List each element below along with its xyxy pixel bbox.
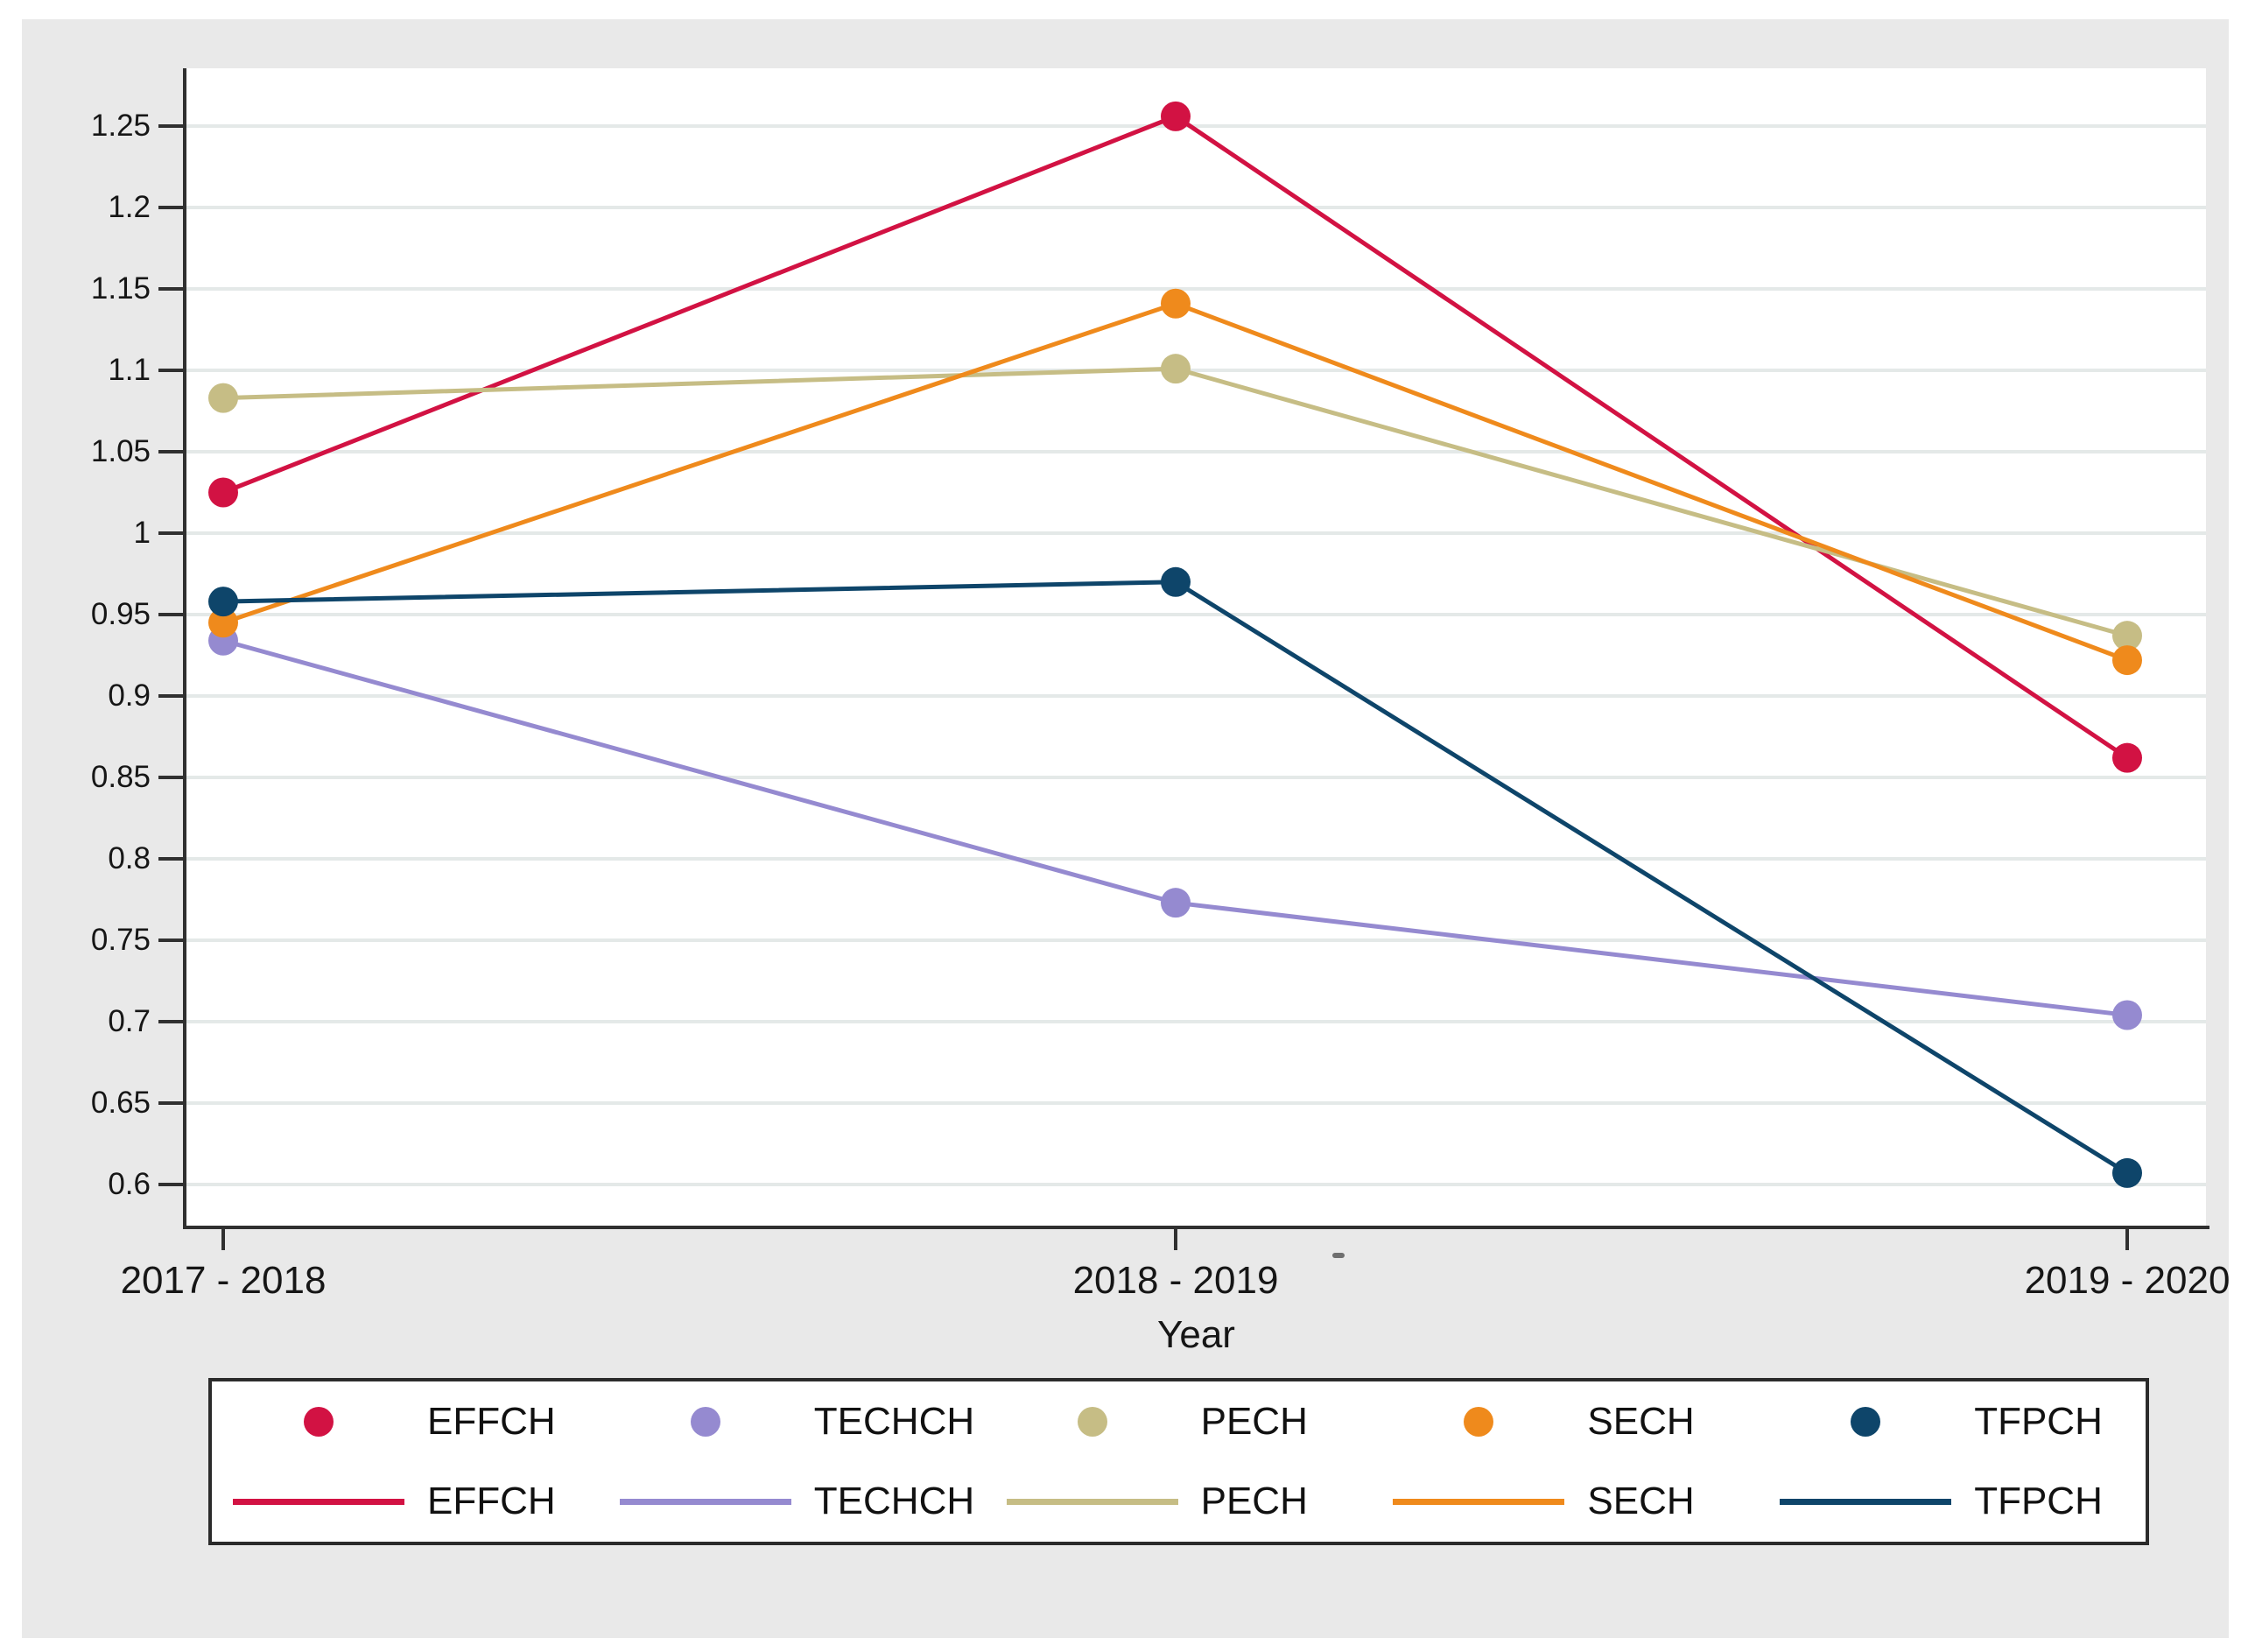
plot-area	[186, 68, 2206, 1226]
legend-line-icon	[1006, 1498, 1178, 1505]
x-tick-label: 2017 - 2018	[120, 1259, 327, 1302]
legend-line-zone	[1780, 1498, 1952, 1505]
y-tick-label: 1.05	[90, 434, 151, 468]
y-tick-label: 1	[133, 515, 151, 550]
data-point-tfpch	[1161, 566, 1191, 597]
y-tick	[158, 124, 183, 129]
y-tick-label: 0.95	[90, 596, 151, 631]
y-tick-label: 1.25	[90, 109, 151, 144]
data-point-tfpch	[208, 587, 238, 617]
legend-line-zone	[233, 1498, 404, 1505]
legend-line-icon	[619, 1498, 791, 1505]
legend-item-line-pech: PECH	[986, 1480, 1373, 1523]
legend-marker-zone	[233, 1406, 404, 1437]
legend-marker-zone	[620, 1406, 791, 1437]
x-axis-title: Year	[1157, 1313, 1235, 1356]
legend-marker-icon	[1851, 1406, 1881, 1437]
legend-item-marker-effch: EFFCH	[212, 1400, 599, 1444]
data-point-techch	[2112, 1000, 2142, 1030]
x-axis-line	[183, 1226, 2209, 1229]
legend-label: PECH	[1200, 1399, 1308, 1443]
legend-label: EFFCH	[427, 1480, 556, 1523]
legend-line-zone	[619, 1498, 791, 1505]
data-point-effch	[1161, 101, 1191, 131]
data-point-pech	[2112, 621, 2142, 651]
y-tick-label: 0.7	[108, 1003, 151, 1038]
legend-label: TECHCH	[813, 1399, 975, 1443]
series-line-effch	[222, 114, 2129, 760]
y-tick	[158, 938, 183, 942]
x-tick	[1174, 1229, 1177, 1250]
legend-marker-zone	[1007, 1406, 1178, 1437]
legend-box: EFFCH TECHCH PECH SECH TFPCH EFFCH TECHCH PECH S…	[208, 1378, 2149, 1545]
legend-label: EFFCH	[427, 1399, 556, 1443]
legend-item-marker-sech: SECH	[1372, 1400, 1759, 1444]
legend-line-zone	[1006, 1498, 1178, 1505]
y-tick	[158, 206, 183, 210]
legend-marker-icon	[1077, 1406, 1107, 1437]
y-tick-label: 0.6	[108, 1166, 151, 1201]
y-tick	[158, 612, 183, 616]
legend-line-icon	[233, 1498, 404, 1505]
y-tick	[158, 450, 183, 453]
data-point-pech	[208, 383, 238, 413]
legend-label: TFPCH	[1974, 1399, 2103, 1443]
legend-marker-zone	[1393, 1406, 1564, 1437]
stray-mark	[1332, 1253, 1345, 1258]
line-chart	[186, 101, 2206, 1188]
legend-item-line-effch: EFFCH	[212, 1480, 599, 1523]
series-line-tfpch	[222, 580, 2129, 1176]
legend-label: PECH	[1200, 1480, 1308, 1523]
legend-label: TFPCH	[1974, 1480, 2103, 1523]
legend-item-line-tfpch: TFPCH	[1759, 1480, 2146, 1523]
y-tick-label: 0.85	[90, 759, 151, 794]
legend-line-zone	[1393, 1498, 1565, 1505]
x-tick	[2125, 1229, 2129, 1250]
legend-marker-icon	[690, 1406, 720, 1437]
data-point-sech	[208, 608, 238, 638]
data-point-sech	[2112, 645, 2142, 676]
legend-item-marker-pech: PECH	[986, 1400, 1373, 1444]
y-tick	[158, 1100, 183, 1105]
y-tick-label: 0.9	[108, 678, 151, 713]
legend-marker-icon	[304, 1406, 334, 1437]
y-tick	[158, 1182, 183, 1186]
data-point-sech	[1161, 288, 1191, 319]
y-tick-label: 1.2	[108, 190, 151, 225]
y-tick	[158, 287, 183, 291]
x-tick-label: 2019 - 2020	[2024, 1259, 2230, 1302]
y-tick-label: 0.8	[108, 840, 151, 875]
data-point-effch	[2112, 742, 2142, 773]
legend-item-marker-techch: TECHCH	[599, 1400, 986, 1444]
y-tick-label: 1.1	[108, 353, 151, 387]
y-tick	[158, 369, 183, 372]
y-tick	[158, 856, 183, 861]
y-tick-label: 1.15	[90, 271, 151, 306]
legend-label: SECH	[1587, 1399, 1695, 1443]
legend-line-icon	[1393, 1498, 1565, 1505]
legend-item-line-sech: SECH	[1372, 1480, 1759, 1523]
y-tick	[158, 693, 183, 698]
y-tick-label: 0.65	[90, 1085, 151, 1120]
legend-line-icon	[1780, 1498, 1952, 1505]
x-tick-label: 2018 - 2019	[1072, 1259, 1279, 1302]
data-point-tfpch	[2112, 1157, 2142, 1188]
legend-item-line-techch: TECHCH	[599, 1480, 986, 1523]
data-point-pech	[1161, 354, 1191, 384]
y-tick	[158, 531, 183, 535]
legend-item-marker-tfpch: TFPCH	[1759, 1400, 2146, 1444]
data-point-effch	[208, 477, 238, 508]
legend-label: SECH	[1587, 1480, 1695, 1523]
y-axis-line	[183, 68, 186, 1229]
y-tick	[158, 775, 183, 779]
x-tick	[221, 1229, 225, 1250]
legend-marker-icon	[1464, 1406, 1494, 1437]
y-tick-label: 0.75	[90, 922, 151, 957]
legend-label: TECHCH	[813, 1480, 975, 1523]
legend-marker-zone	[1780, 1406, 1951, 1437]
y-tick	[158, 1019, 183, 1023]
data-point-techch	[1161, 888, 1191, 918]
